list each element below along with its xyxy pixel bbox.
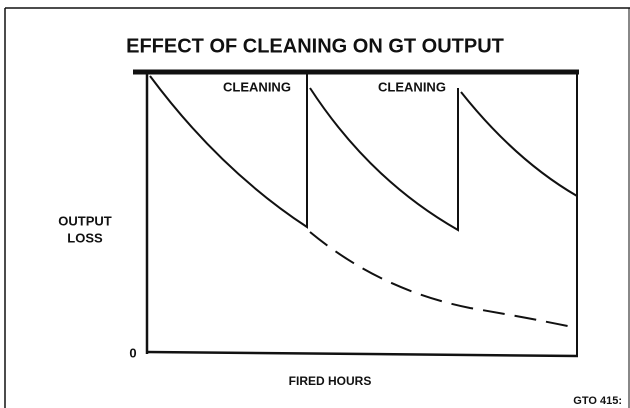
y-label: OUTPUT	[58, 213, 112, 228]
annotation: CLEANING	[223, 79, 291, 94]
title: EFFECT OF CLEANING ON GT OUTPUT	[126, 35, 504, 57]
origin-label: 0	[129, 345, 136, 360]
curve-2	[309, 87, 459, 232]
annotation: CLEANING	[378, 79, 446, 94]
dashed-curve	[309, 231, 578, 329]
frame	[4, 7, 630, 408]
y-label: LOSS	[67, 230, 103, 245]
curve-1	[149, 72, 308, 229]
figure-id: GTO 415:	[573, 395, 622, 407]
curves	[149, 72, 578, 329]
curve-3	[460, 91, 578, 197]
plot-frame	[133, 69, 579, 358]
x-label: FIRED HOURS	[289, 374, 372, 388]
